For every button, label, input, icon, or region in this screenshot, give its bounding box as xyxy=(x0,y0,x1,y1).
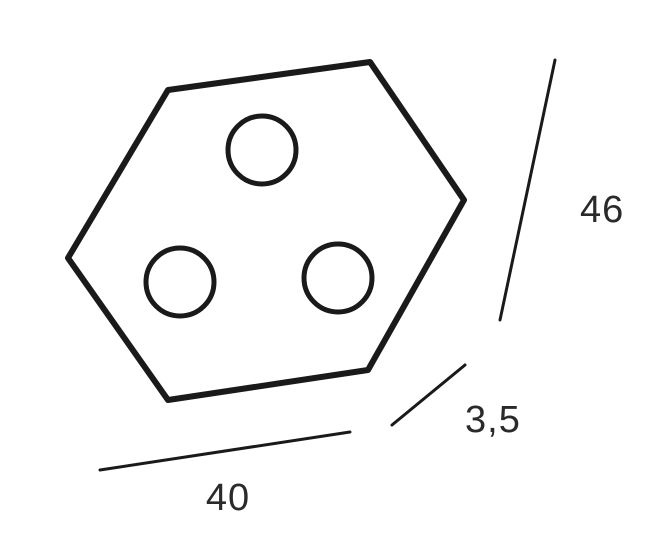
dim-label-height: 46 xyxy=(580,189,624,231)
dim-label-depth: 3,5 xyxy=(465,399,521,441)
dim-label-width: 40 xyxy=(206,477,250,519)
dim-line-depth xyxy=(392,365,465,425)
dim-line-width xyxy=(100,432,350,470)
hole-top xyxy=(228,116,296,184)
hole-right xyxy=(304,244,372,312)
hole-left xyxy=(146,248,214,316)
dim-line-height xyxy=(500,60,555,320)
technical-drawing: 40 3,5 46 xyxy=(0,0,660,540)
hexagon-outline xyxy=(68,62,464,400)
